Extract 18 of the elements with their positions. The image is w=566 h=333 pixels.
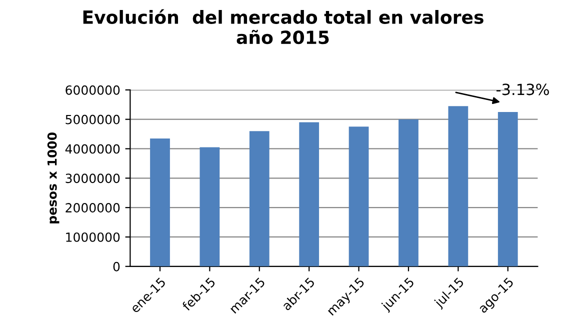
y-tick-label: 6000000 xyxy=(66,85,120,95)
bar xyxy=(299,122,320,266)
y-tick-label: 4000000 xyxy=(65,144,120,154)
bar xyxy=(200,147,220,266)
bar xyxy=(448,106,468,266)
y-tick-label: 1000000 xyxy=(66,232,120,242)
bar xyxy=(249,131,270,266)
annotation: -3.13% xyxy=(496,84,549,96)
y-tick-label: 0 xyxy=(113,262,120,272)
y-tick-label: 2000000 xyxy=(66,203,120,212)
y-tick-label: 5000000 xyxy=(66,114,120,124)
y-tick-label: 3000000 xyxy=(66,174,120,184)
bar xyxy=(498,112,518,266)
bar xyxy=(398,119,418,266)
bar xyxy=(348,126,369,266)
y-axis-title: pesos x 1000 xyxy=(47,132,60,224)
bar xyxy=(150,138,170,266)
chart-title: Evolución del mercado total en valores año 2015 xyxy=(83,9,484,44)
